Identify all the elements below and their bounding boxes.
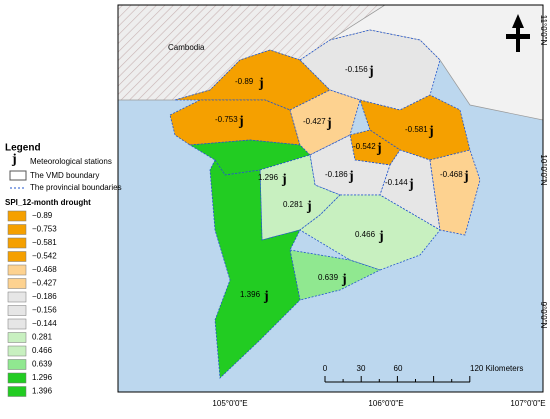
legend-class-swatch <box>7 372 27 384</box>
station-value: -0.186 <box>325 170 348 179</box>
legend-class-label: 0.281 <box>32 333 53 342</box>
province-region <box>209 159 301 379</box>
legend-class-label: −0.468 <box>32 265 57 274</box>
legend-symbol: j <box>11 152 17 167</box>
legend-class-swatch <box>7 318 27 330</box>
legend-class-swatch <box>7 386 27 397</box>
scale-label: 60 <box>394 364 403 373</box>
map-area: Cambodia -0.89 j-0.156 j-0.753 j -0.427 j -0.5… <box>118 5 543 379</box>
legend-class-swatch <box>7 251 27 262</box>
station-symbol: j <box>463 169 469 184</box>
station-symbol: j <box>341 272 347 287</box>
station-value: 0.466 <box>355 230 376 239</box>
legend-class-label: 0.466 <box>32 346 53 355</box>
station-value: 1.396 <box>240 290 261 299</box>
legend-class-label: 0.639 <box>32 360 53 369</box>
legend-class-label: −0.581 <box>32 238 57 247</box>
legend-class-swatch <box>7 345 27 357</box>
legend-class-label: −0.156 <box>32 306 57 315</box>
legend-item: The VMD boundary <box>30 171 99 180</box>
station-value: 0.281 <box>283 200 304 209</box>
station-value: -0.156 <box>345 65 368 74</box>
longitude-label: 105°0'0"E <box>212 399 247 408</box>
station-value: -0.581 <box>405 125 428 134</box>
station-symbol: j <box>408 177 414 192</box>
country-label: Cambodia <box>168 43 205 52</box>
longitude-label: 106°0'0"E <box>368 399 403 408</box>
north-arrow <box>506 14 530 52</box>
station-value: -0.89 <box>235 77 254 86</box>
map-frame <box>117 4 544 393</box>
legend-class-swatch <box>7 291 27 303</box>
legend-class-label: −0.89 <box>32 211 53 220</box>
legend-class-label: −0.186 <box>32 292 57 301</box>
scale-label: 0 <box>323 364 328 373</box>
scale-label: 30 <box>357 364 366 373</box>
station-symbol: j <box>348 169 354 184</box>
legend-item: Meteorological stations <box>30 157 112 166</box>
legend-item: The provincial boundaries <box>30 183 122 192</box>
station-value: -0.427 <box>303 117 326 126</box>
latitude-label: 11°0'0"N <box>539 15 548 46</box>
station-value: 1.296 <box>258 173 279 182</box>
legend-class-swatch <box>7 237 27 249</box>
legend-class-swatch <box>7 278 27 289</box>
station-value: -0.753 <box>215 115 238 124</box>
legend-class-swatch <box>7 224 27 235</box>
scale-label: 120 Kilometers <box>470 364 523 373</box>
legend-class-swatch <box>7 305 27 316</box>
legend-title: Legend <box>5 143 41 154</box>
station-symbol: j <box>378 229 384 244</box>
station-symbol: j <box>281 172 287 187</box>
legend-class-label: −0.753 <box>32 225 57 234</box>
station-value: -0.144 <box>385 178 408 187</box>
province-region <box>299 194 441 271</box>
legend-class-label: −0.427 <box>32 279 57 288</box>
station-value: 0.639 <box>318 273 339 282</box>
station-symbol: j <box>258 76 264 91</box>
province-region <box>349 129 401 166</box>
legend-class-label: 1.296 <box>32 373 53 382</box>
station-symbol: j <box>306 199 312 214</box>
legend-class-swatch <box>7 210 27 222</box>
station-symbol: j <box>263 289 269 304</box>
legend-class-label: 1.396 <box>32 387 53 396</box>
station-symbol: j <box>238 114 244 129</box>
legend-class-swatch <box>7 332 27 343</box>
legend-class-label: −0.144 <box>32 319 57 328</box>
station-value: -0.542 <box>353 142 376 151</box>
station-symbol: j <box>376 141 382 156</box>
legend-class-swatch <box>7 359 27 370</box>
legend-subtitle: SPI_12-month drought <box>5 198 91 207</box>
latitude-label: 9°0'0"N <box>539 302 548 329</box>
longitude-label: 107°0'0"E <box>510 399 545 408</box>
legend: Legend j Meteorological stations The VMD… <box>5 143 122 397</box>
station-value: -0.468 <box>440 170 463 179</box>
legend-swatch <box>9 170 27 181</box>
legend-class-label: −0.542 <box>32 252 57 261</box>
station-symbol: j <box>428 124 434 139</box>
province-region <box>429 149 481 236</box>
station-symbol: j <box>368 64 374 79</box>
legend-class-swatch <box>7 264 27 276</box>
station-symbol: j <box>326 116 332 131</box>
latitude-label: 10°0'0"N <box>539 154 548 185</box>
